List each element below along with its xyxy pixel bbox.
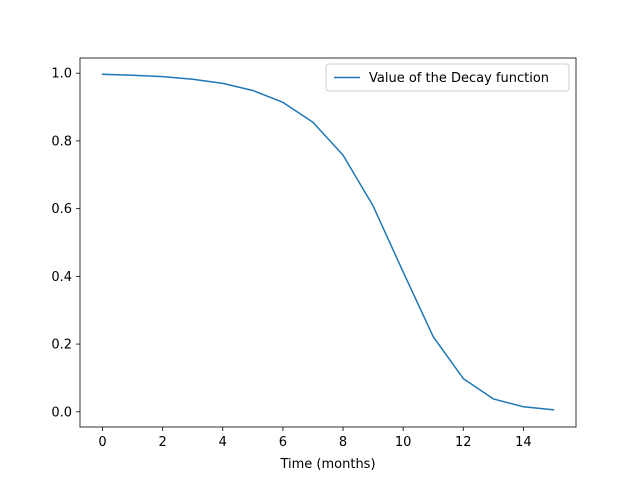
- legend-label: Value of the Decay function: [369, 71, 549, 86]
- x-axis-ticks: 0 2 4 6 8 10 12 14: [98, 427, 532, 450]
- legend-box: [325, 63, 570, 92]
- y-tick-label: 0.6: [51, 202, 72, 217]
- y-tick-label: 1.0: [51, 67, 72, 82]
- y-tick-label: 0.4: [51, 270, 72, 285]
- y-tick-label: 0.2: [51, 338, 72, 353]
- x-tick-label: 8: [339, 435, 347, 450]
- legend: Value of the Decay function: [325, 63, 570, 92]
- series-line-decay: [101, 73, 555, 411]
- x-tick-label: 6: [279, 435, 287, 450]
- y-tick-label: 0.8: [51, 134, 72, 149]
- series-layer: [101, 73, 555, 411]
- y-tick-label: 0.0: [51, 405, 72, 420]
- x-tick-label: 10: [395, 435, 412, 450]
- x-axis-label: Time (months): [279, 457, 375, 472]
- x-tick-label: 14: [515, 435, 532, 450]
- y-axis-ticks: 0.0 0.2 0.4 0.6 0.8 1.0: [51, 67, 80, 420]
- x-tick-label: 2: [159, 435, 167, 450]
- x-tick-label: 12: [455, 435, 472, 450]
- x-tick-label: 0: [98, 435, 106, 450]
- x-tick-label: 4: [219, 435, 227, 450]
- axes-frame: [79, 57, 577, 428]
